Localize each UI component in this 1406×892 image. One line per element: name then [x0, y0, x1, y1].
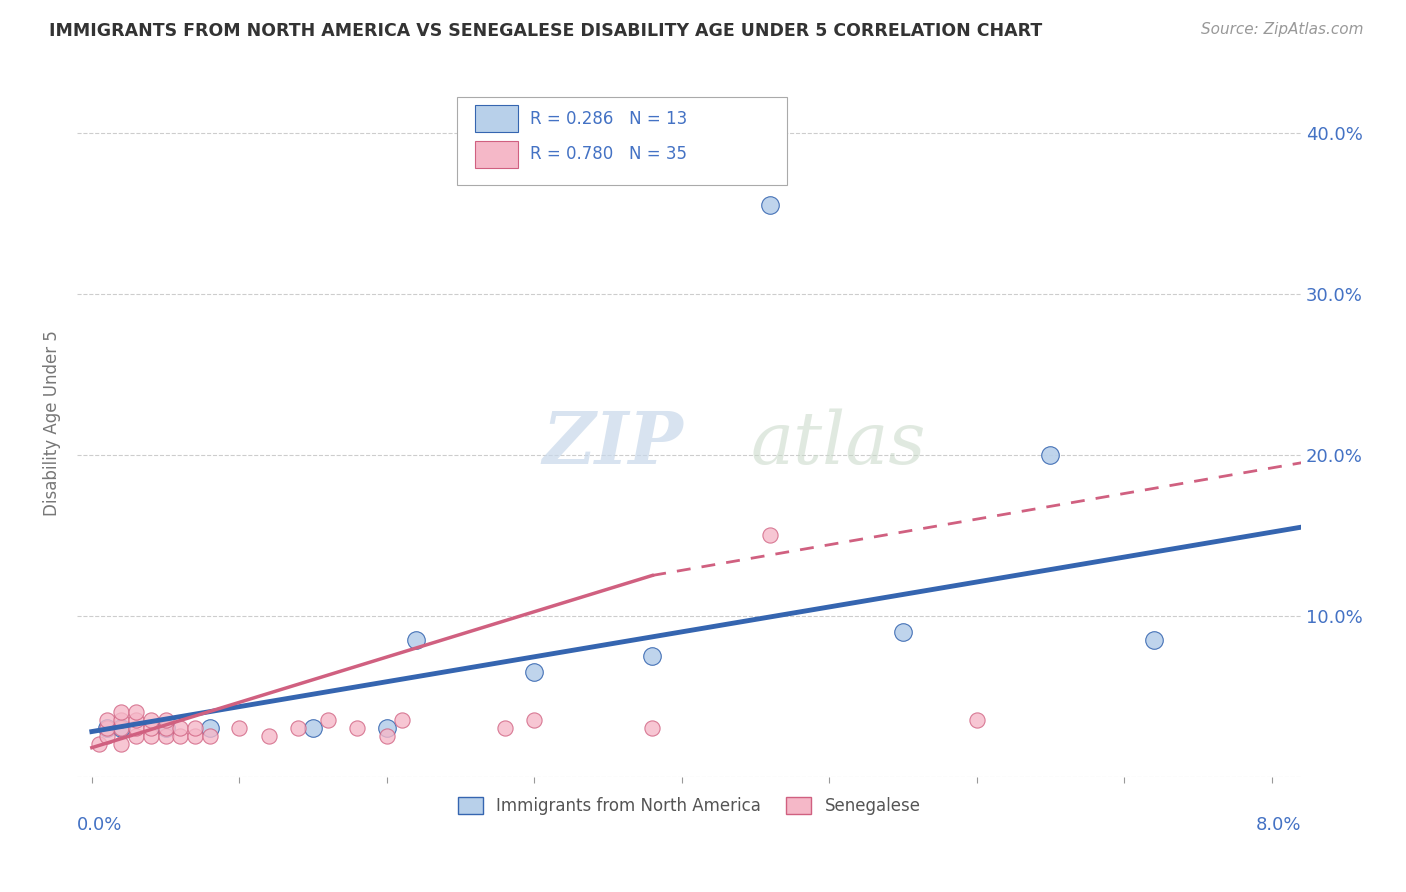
Text: atlas: atlas	[751, 409, 925, 479]
Point	[169, 730, 191, 744]
FancyBboxPatch shape	[457, 97, 787, 186]
FancyBboxPatch shape	[475, 105, 517, 132]
Text: R = 0.780   N = 35: R = 0.780 N = 35	[530, 145, 688, 163]
Point	[110, 714, 132, 728]
Point	[89, 738, 111, 752]
Point	[110, 705, 132, 719]
Point	[198, 722, 221, 736]
Point	[759, 198, 782, 212]
Point	[125, 730, 148, 744]
Point	[523, 714, 546, 728]
Point	[96, 714, 118, 728]
Legend: Immigrants from North America, Senegalese: Immigrants from North America, Senegales…	[451, 790, 927, 822]
Point	[125, 714, 148, 728]
Point	[494, 722, 516, 736]
Point	[110, 722, 132, 736]
Text: R = 0.286   N = 13: R = 0.286 N = 13	[530, 110, 688, 128]
Point	[184, 722, 207, 736]
Point	[139, 730, 162, 744]
Point	[759, 528, 782, 542]
Point	[405, 632, 427, 647]
Point	[125, 705, 148, 719]
Point	[891, 624, 914, 639]
Point	[96, 722, 118, 736]
Point	[641, 648, 664, 663]
Point	[391, 714, 413, 728]
Point	[302, 722, 325, 736]
Text: 8.0%: 8.0%	[1256, 815, 1301, 833]
Point	[346, 722, 368, 736]
Y-axis label: Disability Age Under 5: Disability Age Under 5	[44, 330, 60, 516]
Point	[169, 722, 191, 736]
Point	[110, 722, 132, 736]
Point	[1143, 632, 1166, 647]
Point	[1039, 448, 1062, 462]
Point	[641, 722, 664, 736]
Text: Source: ZipAtlas.com: Source: ZipAtlas.com	[1201, 22, 1364, 37]
Point	[125, 722, 148, 736]
Point	[139, 722, 162, 736]
Point	[155, 722, 177, 736]
Point	[287, 722, 309, 736]
Point	[966, 714, 988, 728]
Point	[198, 730, 221, 744]
Point	[228, 722, 250, 736]
Point	[96, 730, 118, 744]
FancyBboxPatch shape	[475, 141, 517, 168]
Point	[375, 730, 398, 744]
Text: 0.0%: 0.0%	[77, 815, 122, 833]
Point	[96, 722, 118, 736]
Point	[375, 722, 398, 736]
Point	[257, 730, 280, 744]
Point	[155, 714, 177, 728]
Text: ZIP: ZIP	[543, 409, 683, 479]
Point	[110, 738, 132, 752]
Point	[139, 714, 162, 728]
Point	[155, 722, 177, 736]
Point	[316, 714, 339, 728]
Point	[155, 730, 177, 744]
Point	[523, 665, 546, 679]
Text: IMMIGRANTS FROM NORTH AMERICA VS SENEGALESE DISABILITY AGE UNDER 5 CORRELATION C: IMMIGRANTS FROM NORTH AMERICA VS SENEGAL…	[49, 22, 1042, 40]
Point	[184, 730, 207, 744]
